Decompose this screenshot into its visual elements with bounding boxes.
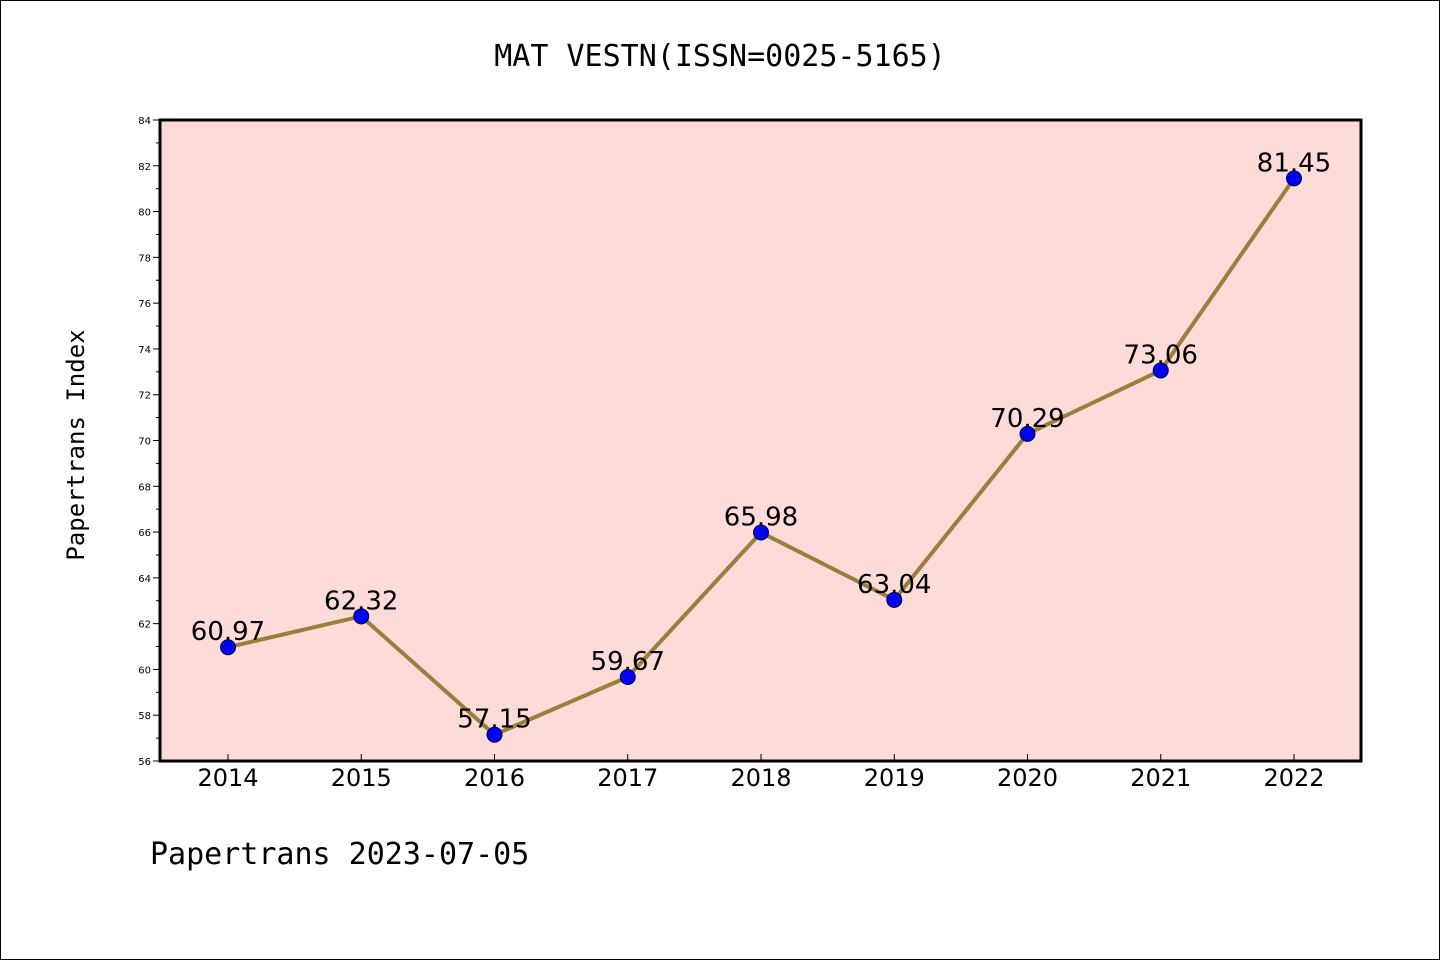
data-point [1152, 362, 1169, 379]
y-tick-label: 68 [138, 482, 151, 493]
data-label: 81.45 [1257, 148, 1331, 178]
y-tick-label: 60 [138, 665, 151, 676]
y-tick-label: 64 [138, 574, 151, 585]
x-tick-label: 2019 [864, 764, 925, 792]
data-point [886, 591, 903, 608]
y-tick-label: 76 [138, 299, 151, 310]
y-axis-label: Papertrans Index [62, 329, 90, 560]
plot-area [158, 118, 1363, 763]
y-tick-label: 66 [138, 528, 151, 539]
y-tick-label: 78 [138, 253, 151, 264]
data-point [220, 639, 236, 656]
x-tick-label: 2017 [597, 764, 658, 792]
x-tick-label: 2021 [1130, 764, 1191, 792]
x-tick-label: 2020 [997, 764, 1058, 792]
series-papertrans-index [220, 170, 1302, 743]
data-label: 65.98 [724, 503, 798, 533]
y-tick-label: 58 [138, 711, 151, 722]
x-axis: 2014 2015 2016 2017 2018 2019 2020 2021 2022 [197, 754, 1325, 792]
y-tick-label: 74 [138, 345, 151, 356]
y-axis: 56 58 60 62 64 66 68 70 72 74 76 78 80 82 84 [138, 116, 160, 768]
x-tick-label: 2014 [197, 764, 258, 792]
data-label: 63.04 [857, 570, 931, 600]
data-label: 62.32 [324, 586, 398, 616]
data-point [486, 726, 503, 743]
data-label: 60.97 [191, 617, 265, 647]
data-label: 73.06 [1124, 340, 1198, 370]
data-label: 57.15 [457, 705, 531, 735]
data-label: 70.29 [990, 404, 1064, 434]
data-point [1019, 425, 1036, 442]
x-tick-label: 2016 [464, 764, 525, 792]
y-tick-label: 62 [138, 620, 151, 631]
y-tick-label: 56 [138, 757, 151, 768]
data-point [1286, 170, 1302, 187]
data-labels: 60.97 62.32 57.15 59.67 65.98 63.04 70.29 73.06… [191, 148, 1331, 734]
y-tick-label: 70 [138, 437, 151, 448]
y-tick-label: 72 [138, 391, 151, 402]
x-tick-label: 2022 [1263, 764, 1324, 792]
data-point [353, 608, 370, 625]
x-tick-label: 2015 [331, 764, 392, 792]
data-point [753, 524, 769, 541]
x-tick-label: 2018 [730, 764, 791, 792]
y-tick-label: 82 [138, 162, 151, 173]
y-tick-label: 80 [138, 208, 151, 219]
footer-text: Papertrans 2023-07-05 [150, 837, 529, 872]
chart-title: MAT VESTN(ISSN=0025-5165) [494, 39, 946, 74]
data-point [619, 668, 636, 685]
y-tick-label: 84 [138, 116, 151, 127]
data-label: 59.67 [591, 647, 665, 677]
